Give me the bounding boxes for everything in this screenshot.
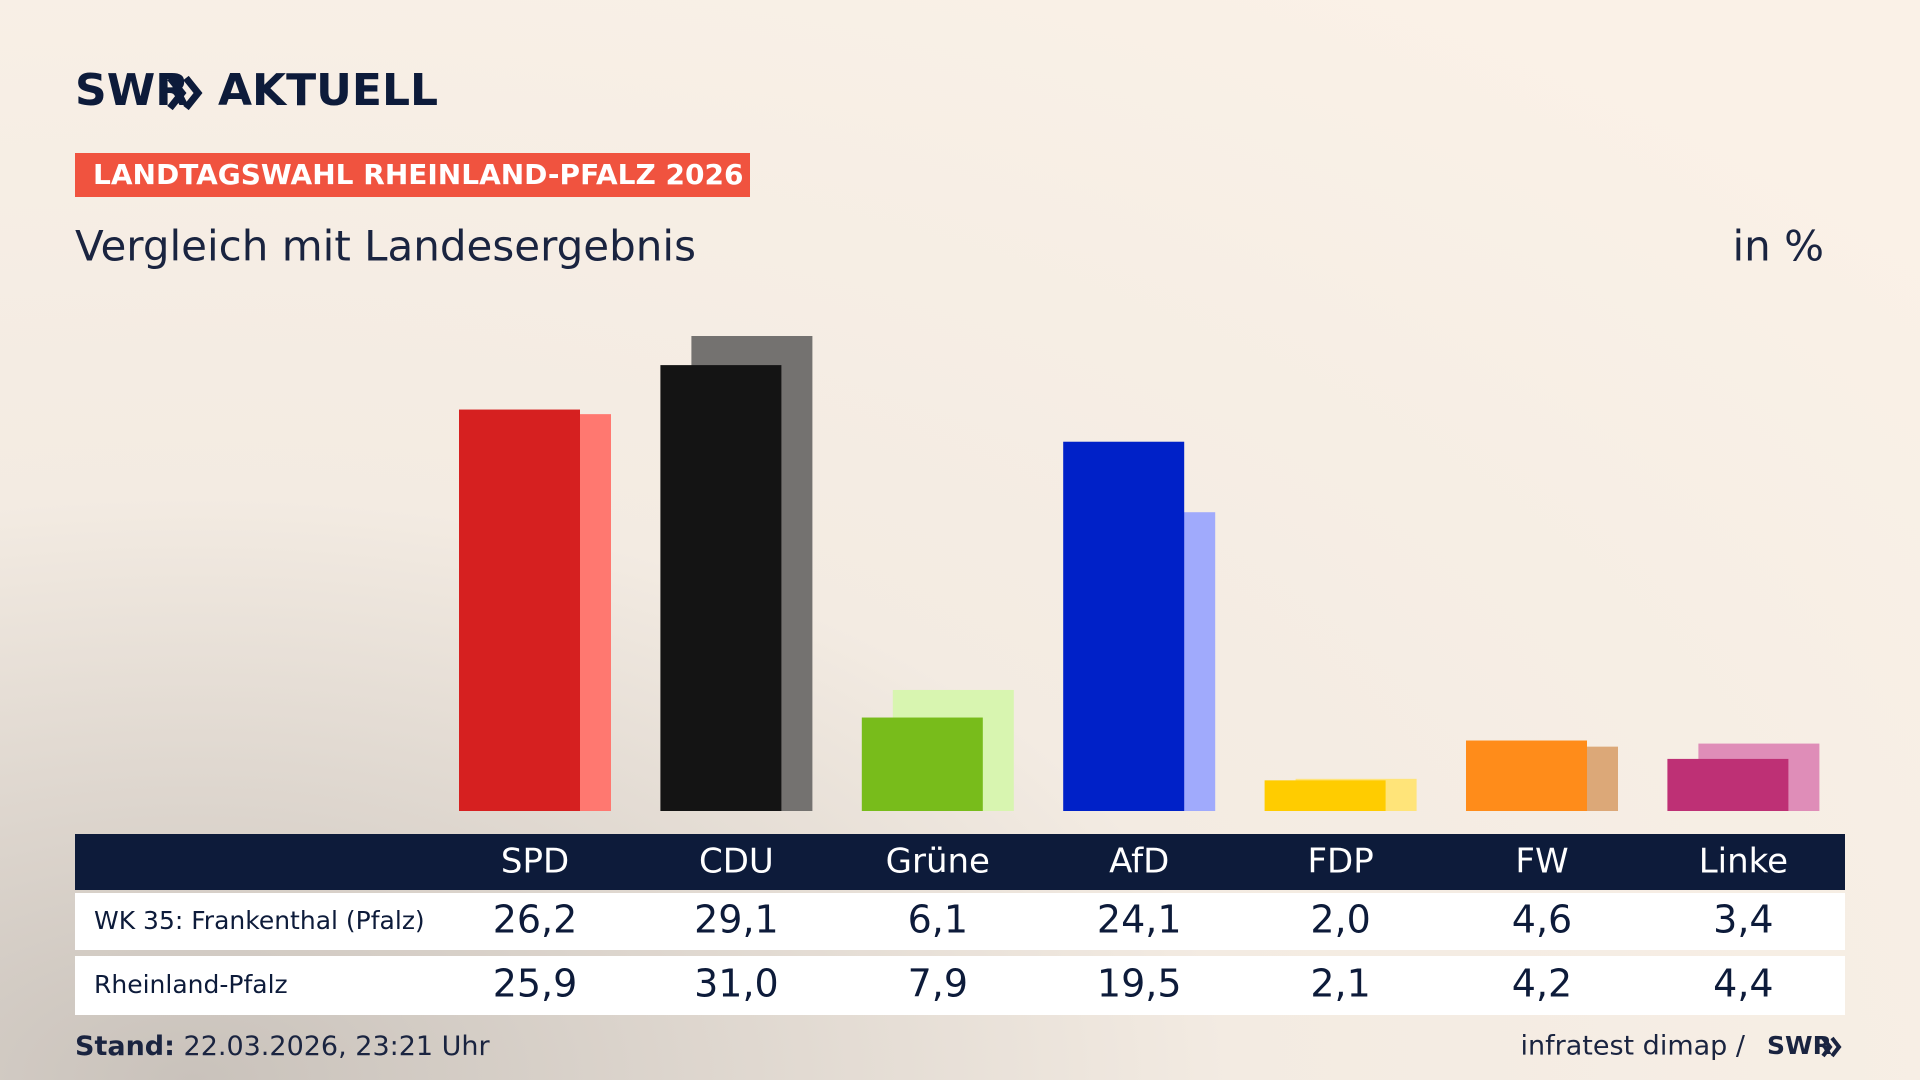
bar (861, 717, 983, 811)
bar (459, 409, 580, 811)
subtitle: Vergleich mit Landesergebnis (75, 222, 696, 271)
value-label: 26,2 (493, 898, 578, 942)
table-header-label: CDU (699, 842, 774, 882)
row-label: WK 35: Frankenthal (Pfalz) (94, 906, 425, 935)
source: infratest dimap / (1520, 1031, 1745, 1062)
table-header-label: FDP (1307, 842, 1373, 882)
bar (1466, 740, 1587, 811)
bar (1667, 758, 1789, 811)
chevrons (1821, 1036, 1842, 1058)
stand: 22.03.2026, 23:21 Uhr (184, 1031, 491, 1062)
chevrons (167, 75, 203, 111)
brand-suffix: AKTUELL (218, 65, 438, 116)
table-header-label: FW (1515, 842, 1568, 882)
value-label: 2,0 (1310, 898, 1370, 942)
table-header-label: Grüne (886, 842, 990, 882)
bar (1264, 780, 1386, 811)
chart-title: LANDTAGSWAHL RHEINLAND-PFALZ 2026 (93, 158, 743, 191)
bar (660, 365, 782, 811)
table-row (75, 893, 1845, 950)
row-label: Rheinland-Pfalz (94, 970, 288, 999)
footer: Stand: 22.03.2026, 23:21 Uhr (75, 1031, 491, 1062)
value-label: 2,1 (1310, 962, 1370, 1006)
value-label: 31,0 (694, 962, 779, 1006)
table-header-label: Linke (1699, 842, 1788, 882)
table-row (75, 956, 1845, 1015)
value-label: 25,9 (493, 962, 578, 1006)
value-label: 24,1 (1097, 898, 1182, 942)
table-header (75, 834, 1845, 890)
table-header-label: AfD (1109, 842, 1169, 882)
value-label: 4,4 (1713, 962, 1773, 1006)
title-badge (75, 153, 750, 197)
stand-label: Stand: (75, 1031, 175, 1062)
logo: SWR AKTUELL (75, 65, 438, 116)
value-label: 19,5 (1097, 962, 1182, 1006)
value-label: 3,4 (1713, 898, 1773, 942)
value-label: 7,9 (908, 962, 968, 1006)
bar (1063, 441, 1185, 811)
table-header-label: SPD (501, 842, 569, 882)
value-label: 4,6 (1512, 898, 1572, 942)
value-label: 4,2 (1512, 962, 1572, 1006)
unit: in % (1732, 222, 1824, 271)
value-label: 29,1 (694, 898, 779, 942)
source-brand: SWR (1767, 1031, 1832, 1060)
value-label: 6,1 (908, 898, 968, 942)
